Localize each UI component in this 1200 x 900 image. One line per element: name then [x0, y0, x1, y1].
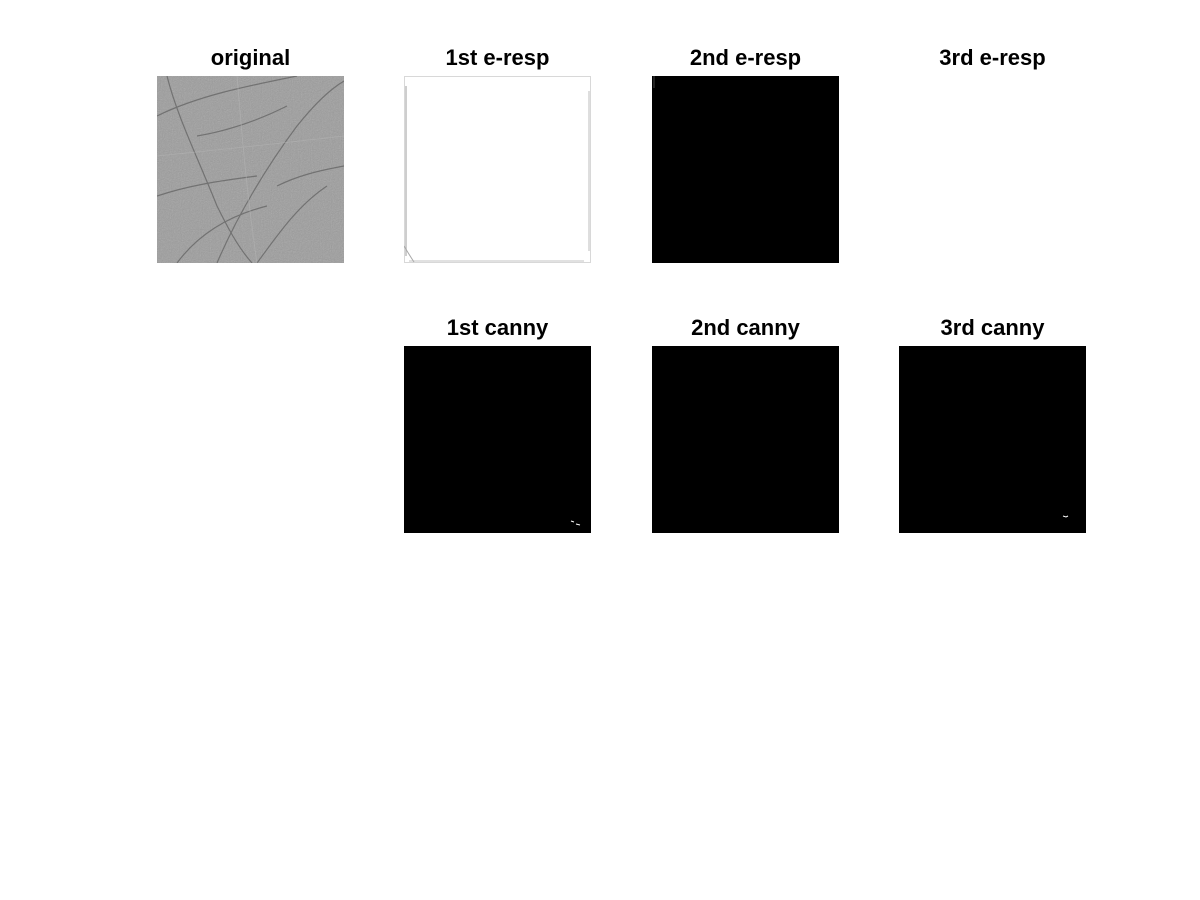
- 2nd-e-resp-image: [652, 76, 839, 263]
- 2nd-canny-image: [652, 346, 839, 533]
- panel-title-1st-canny: 1st canny: [446, 315, 549, 340]
- panel-title-3rd-canny: 3rd canny: [940, 315, 1045, 340]
- panel-title-2nd-canny: 2nd canny: [691, 315, 800, 340]
- 1st-e-resp-image: [404, 76, 591, 263]
- 3rd-e-resp-image: [899, 76, 1086, 263]
- panel-title-3rd-e-resp: 3rd e-resp: [939, 45, 1046, 70]
- panel-title-1st-e-resp: 1st e-resp: [445, 45, 550, 70]
- panel-title-original: original: [210, 45, 291, 70]
- original-image: [157, 76, 344, 263]
- 3rd-canny-image: [899, 346, 1086, 533]
- panel-title-2nd-e-resp: 2nd e-resp: [689, 45, 802, 70]
- 1st-canny-image: [404, 346, 591, 533]
